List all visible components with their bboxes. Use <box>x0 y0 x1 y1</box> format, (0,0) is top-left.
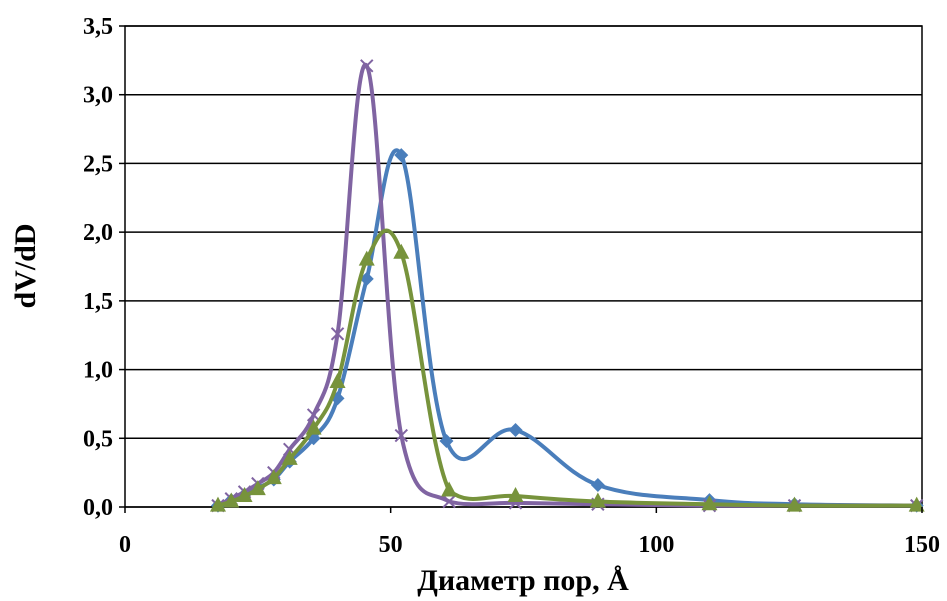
x-tick-label: 50 <box>379 532 403 558</box>
data-point-triangle <box>223 492 240 508</box>
y-tick-label: 1,5 <box>83 289 113 315</box>
y-tick-label: 2,0 <box>83 220 113 246</box>
series-line <box>217 148 917 508</box>
y-tick-label: 3,5 <box>83 14 113 40</box>
data-point-triangle <box>265 469 282 485</box>
x-axis-ticks: 0 50 100 150 <box>119 507 940 558</box>
data-point-triangle <box>305 419 322 435</box>
data-point-triangle <box>701 495 718 511</box>
data-point-diamond <box>394 148 409 163</box>
data-point-triangle <box>281 449 298 465</box>
data-point-x <box>394 428 409 443</box>
y-tick-label: 3,0 <box>83 83 113 109</box>
data-point-triangle <box>358 250 375 266</box>
y-tick-label: 0,5 <box>83 426 113 452</box>
data-point-triangle <box>589 492 606 508</box>
data-point-diamond <box>359 271 374 286</box>
data-point-x <box>330 327 345 341</box>
data-point-diamond <box>508 423 523 438</box>
x-axis-title: Диаметр пор, Å <box>417 564 629 597</box>
data-point-x <box>360 59 374 73</box>
y-tick-label: 0,0 <box>83 495 113 521</box>
x-tick-label: 150 <box>904 532 940 558</box>
y-axis-ticks: 0,0 0,5 1,0 1,5 2,0 2,5 3,0 3,5 <box>83 14 125 521</box>
series-3 <box>209 228 925 512</box>
series-line <box>217 62 917 508</box>
series-line <box>217 228 917 508</box>
data-point-triangle <box>786 496 803 512</box>
y-tick-label: 2,5 <box>83 151 113 177</box>
y-tick-label: 1,0 <box>83 358 113 384</box>
series-layer <box>209 59 925 513</box>
data-point-x <box>306 408 321 422</box>
plot-area-frame <box>124 25 923 508</box>
data-point-triangle <box>908 496 925 512</box>
data-point-diamond <box>439 434 454 449</box>
data-point-triangle <box>507 487 524 503</box>
gridlines <box>125 25 922 508</box>
data-point-triangle <box>329 372 346 388</box>
data-point-x <box>442 494 456 509</box>
series-2 <box>211 59 924 513</box>
series-1 <box>210 148 924 513</box>
x-tick-label: 100 <box>638 532 674 558</box>
data-point-diamond <box>590 478 605 493</box>
y-axis-title: dV/dD <box>9 223 42 308</box>
data-point-triangle <box>393 243 410 259</box>
data-point-triangle <box>236 487 253 503</box>
data-point-triangle <box>249 480 266 496</box>
data-point-triangle <box>209 496 226 512</box>
data-point-triangle <box>441 481 458 497</box>
x-tick-label: 0 <box>119 532 131 558</box>
